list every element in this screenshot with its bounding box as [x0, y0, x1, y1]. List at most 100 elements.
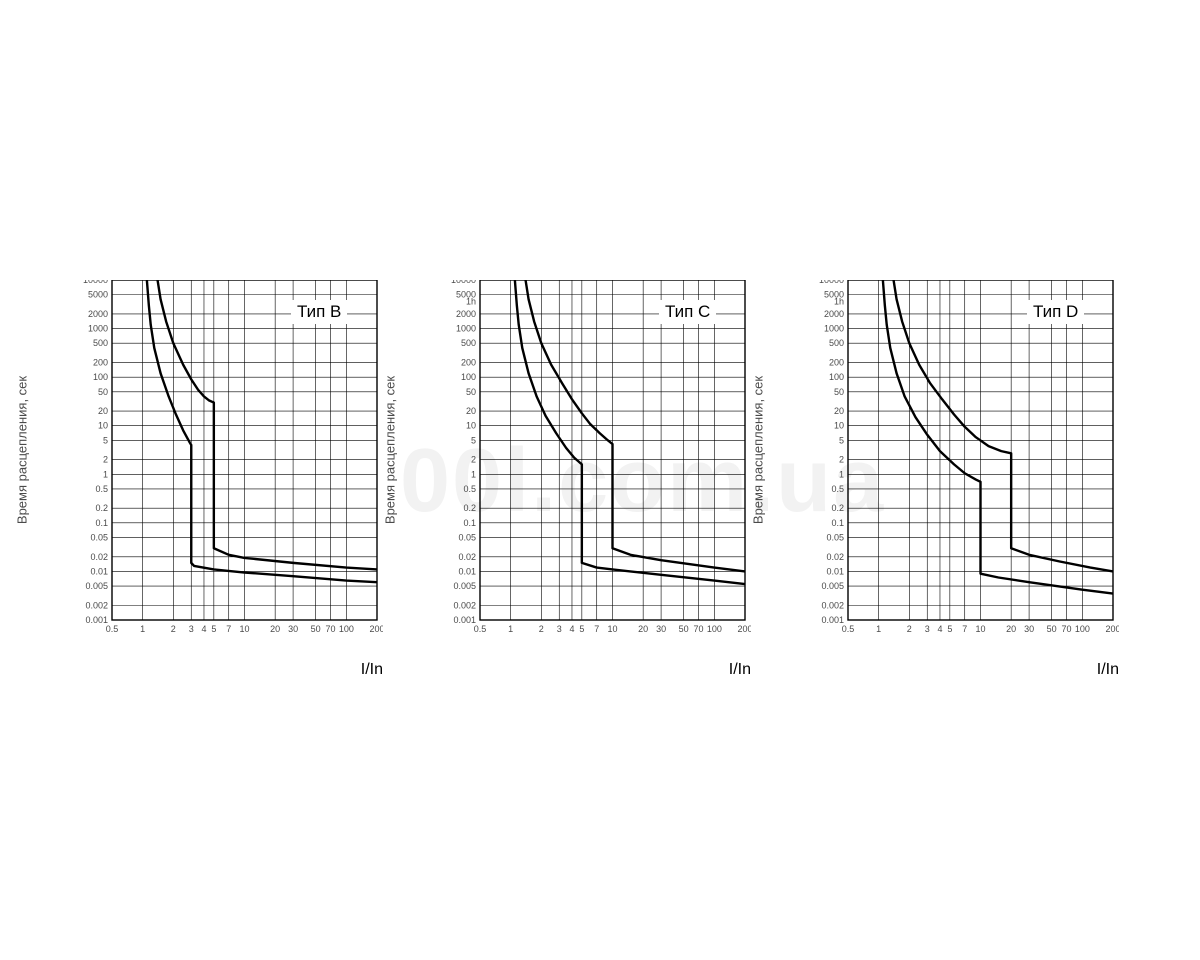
svg-text:20: 20	[638, 624, 648, 634]
svg-text:70: 70	[694, 624, 704, 634]
svg-text:7: 7	[226, 624, 231, 634]
svg-text:7: 7	[594, 624, 599, 634]
svg-text:0.02: 0.02	[826, 552, 844, 562]
svg-text:1: 1	[876, 624, 881, 634]
svg-text:0.1: 0.1	[463, 518, 476, 528]
svg-text:2000: 2000	[456, 309, 476, 319]
svg-text:0.1: 0.1	[95, 518, 108, 528]
svg-text:2: 2	[471, 455, 476, 465]
svg-text:0.005: 0.005	[821, 581, 844, 591]
y-axis-label: Время расцепления, сек	[751, 376, 766, 524]
svg-text:0.001: 0.001	[453, 615, 476, 625]
trip-curve-lower	[883, 280, 1113, 594]
svg-text:50: 50	[1047, 624, 1057, 634]
svg-text:0.02: 0.02	[458, 552, 476, 562]
svg-text:4: 4	[201, 624, 206, 634]
svg-text:0.5: 0.5	[474, 624, 487, 634]
chart-svg: 0.512345710203050701002000.0010.0020.005…	[806, 280, 1119, 638]
svg-text:100: 100	[339, 624, 354, 634]
svg-text:0.005: 0.005	[453, 581, 476, 591]
svg-text:2000: 2000	[88, 309, 108, 319]
svg-text:0.5: 0.5	[831, 484, 844, 494]
svg-text:20: 20	[98, 406, 108, 416]
x-axis-label: I/In	[1097, 661, 1119, 679]
svg-text:0.002: 0.002	[85, 600, 108, 610]
trip-curve-lower	[147, 280, 377, 582]
svg-text:1h: 1h	[466, 297, 476, 307]
svg-text:0.05: 0.05	[458, 532, 476, 542]
svg-text:20: 20	[1006, 624, 1016, 634]
x-axis-label: I/In	[729, 661, 751, 679]
svg-text:20: 20	[466, 406, 476, 416]
svg-text:10: 10	[834, 421, 844, 431]
svg-text:1: 1	[103, 469, 108, 479]
panel-title: Тип D	[1027, 300, 1084, 324]
svg-text:10: 10	[98, 421, 108, 431]
svg-text:50: 50	[311, 624, 321, 634]
svg-text:200: 200	[1105, 624, 1119, 634]
svg-text:0.01: 0.01	[90, 566, 108, 576]
svg-text:0.01: 0.01	[458, 566, 476, 576]
y-axis-label: Время расцепления, сек	[15, 376, 30, 524]
svg-text:1000: 1000	[824, 324, 844, 334]
svg-text:2: 2	[171, 624, 176, 634]
svg-text:100: 100	[707, 624, 722, 634]
chart-svg: 0.512345710203050701002000.0010.0020.005…	[438, 280, 751, 638]
svg-text:5: 5	[211, 624, 216, 634]
svg-text:0.5: 0.5	[463, 484, 476, 494]
svg-text:50: 50	[98, 387, 108, 397]
svg-text:10: 10	[607, 624, 617, 634]
svg-text:200: 200	[369, 624, 383, 634]
svg-text:0.2: 0.2	[831, 503, 844, 513]
svg-text:10: 10	[975, 624, 985, 634]
chart-panel: 0.512345710203050701002000.0010.0020.005…	[806, 280, 1119, 643]
svg-text:0.5: 0.5	[842, 624, 855, 634]
svg-text:0.2: 0.2	[463, 503, 476, 513]
svg-text:0.02: 0.02	[90, 552, 108, 562]
svg-text:5: 5	[579, 624, 584, 634]
svg-text:0.1: 0.1	[831, 518, 844, 528]
svg-text:2: 2	[103, 455, 108, 465]
y-axis-label: Время расцепления, сек	[383, 376, 398, 524]
svg-text:10: 10	[239, 624, 249, 634]
chart-panel: 0.512345710203050701002000.0010.0020.005…	[438, 280, 751, 643]
svg-text:10: 10	[466, 421, 476, 431]
svg-text:100: 100	[1075, 624, 1090, 634]
svg-text:500: 500	[829, 338, 844, 348]
svg-text:1: 1	[471, 469, 476, 479]
svg-text:70: 70	[1062, 624, 1072, 634]
svg-text:2: 2	[839, 455, 844, 465]
svg-text:2000: 2000	[824, 309, 844, 319]
svg-text:500: 500	[461, 338, 476, 348]
chart-svg: 0.512345710203050701002000.0010.0020.005…	[70, 280, 383, 638]
chart-panel: 0.512345710203050701002000.0010.0020.005…	[70, 280, 383, 643]
svg-text:1h: 1h	[834, 297, 844, 307]
svg-text:4: 4	[569, 624, 574, 634]
svg-text:0.005: 0.005	[85, 581, 108, 591]
svg-text:0.05: 0.05	[90, 532, 108, 542]
svg-text:100: 100	[93, 372, 108, 382]
x-axis-label: I/In	[361, 661, 383, 679]
svg-text:200: 200	[829, 358, 844, 368]
svg-text:1000: 1000	[456, 324, 476, 334]
svg-text:1: 1	[140, 624, 145, 634]
panel-title: Тип C	[659, 300, 716, 324]
svg-text:10000: 10000	[83, 280, 108, 285]
panel-title: Тип B	[291, 300, 347, 324]
svg-text:1: 1	[839, 469, 844, 479]
svg-text:0.01: 0.01	[826, 566, 844, 576]
svg-text:0.2: 0.2	[95, 503, 108, 513]
svg-text:2: 2	[907, 624, 912, 634]
svg-text:3: 3	[925, 624, 930, 634]
svg-text:0.001: 0.001	[85, 615, 108, 625]
svg-text:200: 200	[461, 358, 476, 368]
svg-text:5: 5	[839, 435, 844, 445]
svg-text:200: 200	[93, 358, 108, 368]
svg-text:0.001: 0.001	[821, 615, 844, 625]
svg-text:3: 3	[189, 624, 194, 634]
svg-text:50: 50	[834, 387, 844, 397]
svg-text:0.002: 0.002	[453, 600, 476, 610]
svg-text:70: 70	[326, 624, 336, 634]
svg-text:100: 100	[829, 372, 844, 382]
svg-text:50: 50	[466, 387, 476, 397]
